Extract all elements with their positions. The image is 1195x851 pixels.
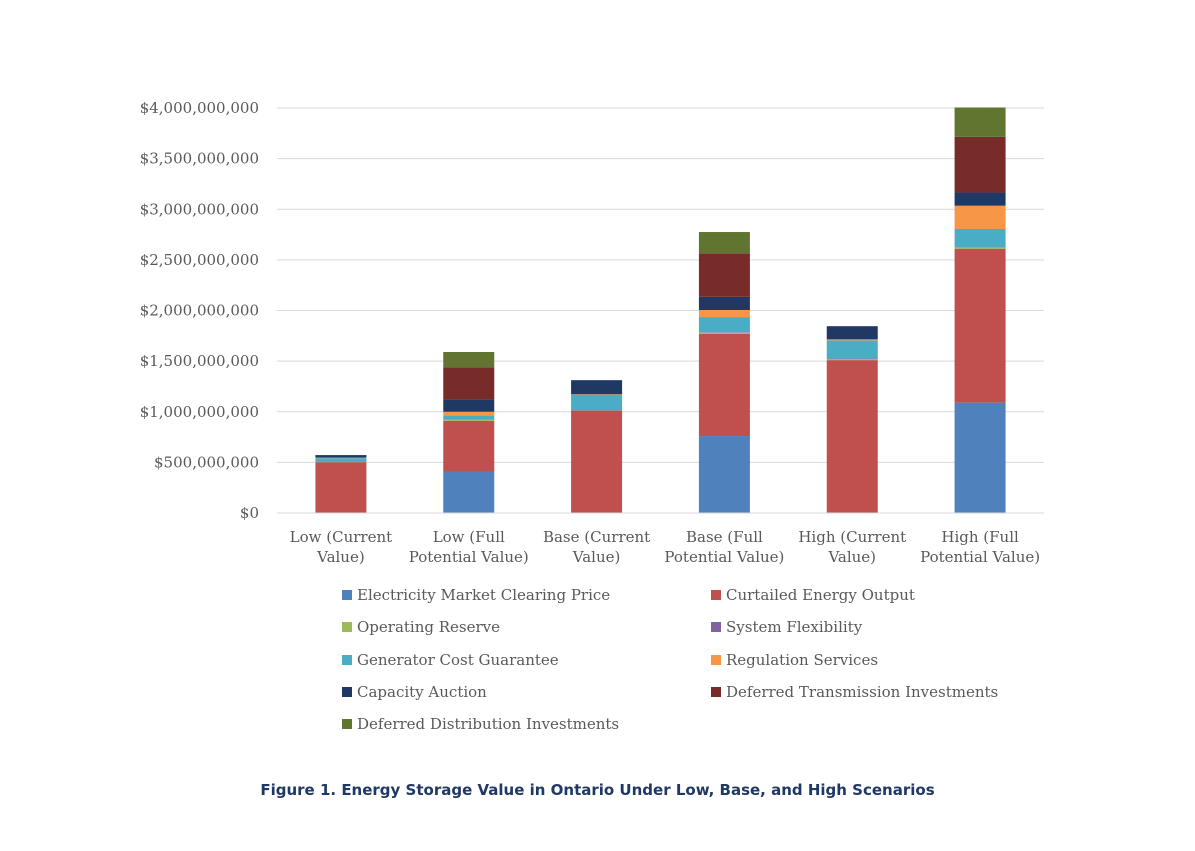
bar-segment	[698, 309, 750, 318]
bar-segment	[571, 394, 623, 411]
bar-segment	[698, 296, 750, 310]
bar-segment	[826, 339, 878, 341]
bar-segment	[315, 461, 367, 463]
x-tick-label: Value)	[827, 548, 876, 566]
bar-segment	[315, 455, 367, 458]
legend-swatch	[711, 686, 721, 697]
bar-segment	[698, 317, 750, 333]
legend-label: Deferred Transmission Investments	[726, 682, 999, 701]
bar-segment	[443, 419, 495, 420]
legend-label: Generator Cost Guarantee	[357, 650, 559, 669]
bar-segment	[443, 471, 495, 513]
bar-segment	[571, 410, 623, 411]
bar-segment	[954, 248, 1006, 403]
bar-segment	[954, 192, 1006, 206]
legend-item: Operating Reserve	[342, 618, 500, 636]
x-tick-label: Potential Value)	[920, 548, 1040, 566]
y-tick-label: $2,000,000,000	[140, 302, 259, 320]
y-tick-label: $3,000,000,000	[140, 200, 259, 218]
bar-segment	[954, 247, 1006, 248]
bars	[315, 107, 1006, 513]
x-tick-label: Potential Value)	[409, 548, 529, 566]
legend-swatch	[711, 654, 721, 665]
legend-item: Generator Cost Guarantee	[342, 651, 559, 669]
y-tick-label: $3,500,000,000	[140, 150, 259, 168]
x-axis-labels: Low (Current Value) Low (Full Potential Val…	[290, 528, 1040, 566]
legend-swatch	[342, 686, 352, 697]
bar-segment	[954, 136, 1006, 193]
x-tick-label: Potential Value)	[664, 548, 784, 566]
y-tick-label: $0	[240, 504, 259, 522]
legend-item: Capacity Auction	[342, 683, 487, 701]
bar-segment	[443, 419, 495, 421]
legend-item: System Flexibility	[711, 618, 862, 636]
bar-segment	[954, 228, 1006, 248]
x-tick-label: High (Current	[798, 528, 906, 546]
legend-label: Deferred Distribution Investments	[357, 715, 620, 734]
legend-swatch	[711, 622, 721, 633]
bar-segment	[443, 411, 495, 416]
bar-segment	[954, 107, 1006, 137]
bar-segment	[698, 436, 750, 513]
legend-label: Electricity Market Clearing Price	[357, 586, 611, 604]
x-tick-label: Base (Current	[543, 528, 650, 546]
legend-item: Deferred Distribution Investments	[342, 715, 619, 733]
legend-item: Regulation Services	[711, 651, 878, 669]
bar-segment	[443, 415, 495, 420]
bar-segment	[954, 247, 1006, 249]
bar-segment	[443, 420, 495, 472]
bar-segment	[443, 367, 495, 400]
figure-caption: Figure 1. Energy Storage Value in Ontari…	[260, 781, 935, 799]
x-tick-label: High (Full	[941, 528, 1019, 546]
legend-item: Deferred Transmission Investments	[711, 683, 998, 701]
legend-swatch	[342, 590, 352, 600]
bar-segment	[954, 402, 1006, 513]
bar-segment	[698, 333, 750, 437]
bar-segment	[571, 394, 623, 395]
legend-label: Operating Reserve	[357, 618, 501, 637]
legend-swatch	[342, 654, 352, 665]
legend-label: Curtailed Energy Output	[726, 586, 915, 604]
bar-segment	[698, 253, 750, 297]
y-tick-label: $4,000,000,000	[140, 99, 259, 117]
legend-swatch	[711, 590, 721, 600]
bar-segment	[443, 399, 495, 412]
y-axis-ticks: $0 $500,000,000 $1,000,000,000 $1,500,000,0…	[140, 99, 259, 522]
bar-segment	[826, 359, 878, 361]
legend-label: System Flexibility	[726, 618, 863, 637]
x-tick-label: Value)	[316, 548, 365, 566]
bar-segment	[826, 340, 878, 359]
y-tick-label: $500,000,000	[154, 453, 259, 471]
bar-segment	[826, 358, 878, 360]
x-tick-label: Base (Full	[686, 528, 763, 546]
y-tick-label: $2,500,000,000	[140, 251, 259, 269]
legend-label: Regulation Services	[726, 650, 879, 669]
x-tick-label: Low (Full	[433, 528, 505, 546]
bar-segment	[315, 458, 367, 462]
x-tick-label: Low (Current	[290, 528, 393, 546]
bar-segment	[954, 205, 1006, 229]
x-tick-label: Value)	[572, 548, 621, 566]
bar-segment	[698, 332, 750, 334]
legend-swatch	[342, 622, 352, 633]
legend-item: Curtailed Energy Output	[711, 586, 915, 604]
bar-segment	[571, 410, 623, 513]
bar-segment	[826, 360, 878, 513]
bar-segment	[443, 352, 495, 368]
bar-segment	[826, 326, 878, 340]
legend-swatch	[342, 719, 352, 730]
gridlines	[277, 107, 1044, 463]
bar-segment	[315, 462, 367, 513]
bar-segment	[698, 332, 750, 333]
bar-segment	[571, 380, 623, 395]
y-tick-label: $1,500,000,000	[140, 352, 259, 370]
stacked-bar-chart: $0 $500,000,000 $1,000,000,000 $1,500,000,0…	[140, 99, 1044, 566]
legend-item: Electricity Market Clearing Price	[342, 586, 610, 604]
legend-label: Capacity Auction	[357, 682, 487, 701]
bar-segment	[315, 457, 367, 459]
y-tick-label: $1,000,000,000	[140, 403, 259, 421]
bar-segment	[698, 232, 750, 254]
